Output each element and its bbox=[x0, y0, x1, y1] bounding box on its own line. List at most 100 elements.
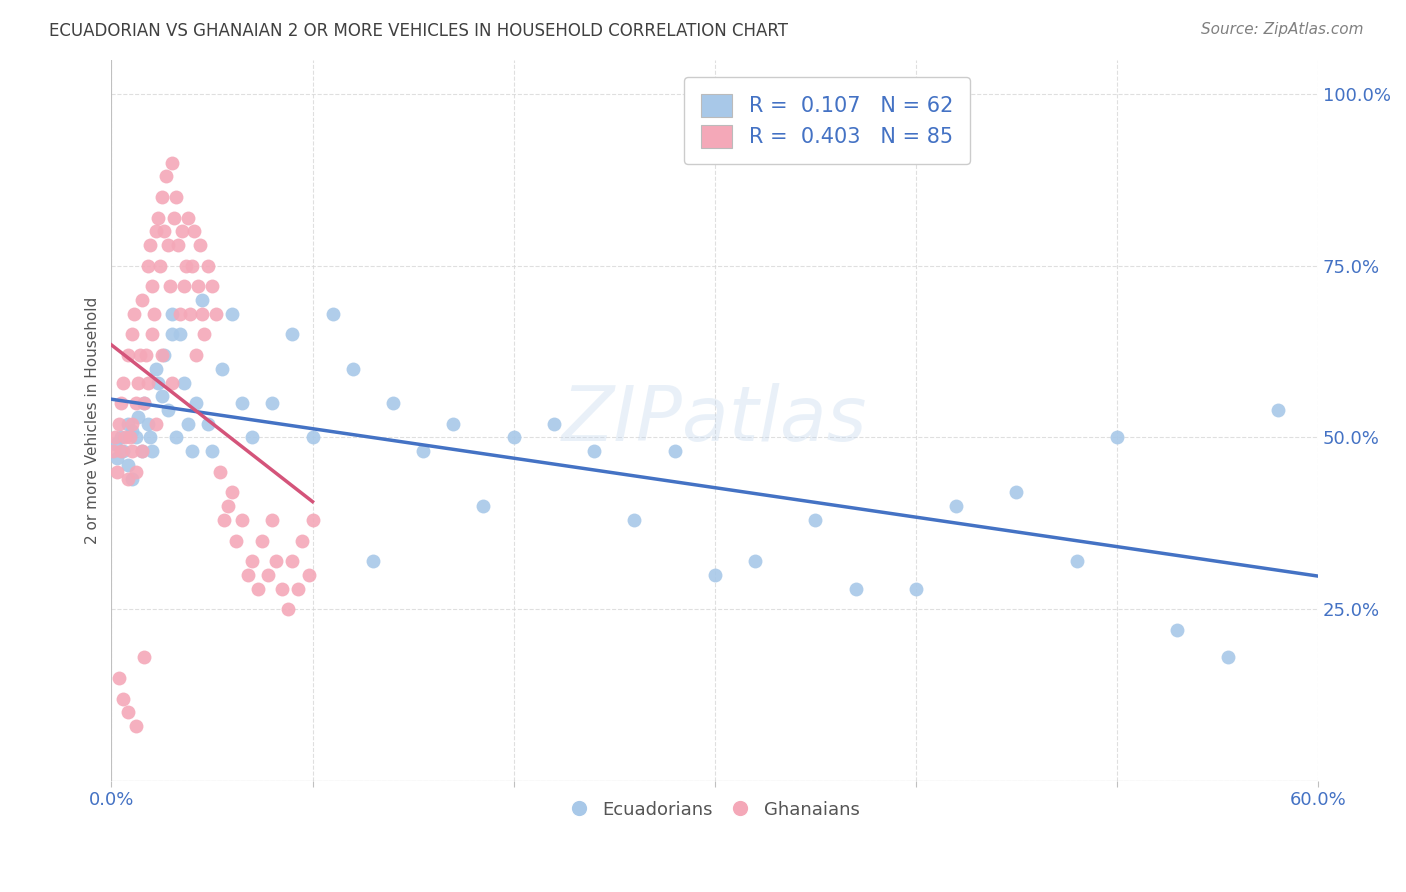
Point bbox=[904, 582, 927, 596]
Point bbox=[281, 554, 304, 568]
Point bbox=[118, 430, 141, 444]
Point bbox=[238, 567, 260, 582]
Point bbox=[145, 417, 167, 431]
Point bbox=[160, 376, 183, 390]
Point bbox=[231, 396, 253, 410]
Point bbox=[240, 430, 263, 444]
Point bbox=[201, 279, 224, 293]
Point bbox=[160, 307, 183, 321]
Point bbox=[170, 224, 193, 238]
Point bbox=[183, 224, 205, 238]
Point bbox=[703, 567, 725, 582]
Point bbox=[138, 430, 160, 444]
Text: Source: ZipAtlas.com: Source: ZipAtlas.com bbox=[1201, 22, 1364, 37]
Point bbox=[159, 279, 181, 293]
Point bbox=[108, 671, 131, 685]
Point bbox=[193, 327, 215, 342]
Point bbox=[257, 567, 280, 582]
Point bbox=[124, 430, 146, 444]
Point bbox=[150, 190, 173, 204]
Point bbox=[177, 211, 200, 225]
Point bbox=[583, 444, 606, 458]
Point bbox=[166, 238, 188, 252]
Point bbox=[191, 307, 214, 321]
Point bbox=[184, 348, 207, 362]
Point bbox=[146, 211, 169, 225]
Point bbox=[103, 444, 125, 458]
Point bbox=[112, 376, 135, 390]
Point bbox=[128, 348, 150, 362]
Point bbox=[136, 417, 159, 431]
Point bbox=[124, 396, 146, 410]
Point bbox=[110, 396, 132, 410]
Point bbox=[152, 224, 174, 238]
Text: ECUADORIAN VS GHANAIAN 2 OR MORE VEHICLES IN HOUSEHOLD CORRELATION CHART: ECUADORIAN VS GHANAIAN 2 OR MORE VEHICLE… bbox=[49, 22, 789, 40]
Point bbox=[135, 348, 157, 362]
Point bbox=[150, 389, 173, 403]
Point bbox=[225, 533, 247, 548]
Point bbox=[131, 293, 153, 307]
Point bbox=[382, 396, 405, 410]
Point bbox=[131, 444, 153, 458]
Point bbox=[117, 417, 139, 431]
Point bbox=[132, 396, 155, 410]
Point bbox=[173, 376, 195, 390]
Point bbox=[121, 327, 143, 342]
Point bbox=[252, 533, 274, 548]
Point bbox=[131, 444, 153, 458]
Point bbox=[412, 444, 434, 458]
Point bbox=[266, 554, 288, 568]
Point bbox=[149, 259, 172, 273]
Point bbox=[121, 417, 143, 431]
Point bbox=[1066, 554, 1088, 568]
Point bbox=[1216, 650, 1239, 665]
Point bbox=[197, 417, 219, 431]
Point bbox=[160, 327, 183, 342]
Point bbox=[231, 513, 253, 527]
Point bbox=[271, 582, 294, 596]
Point bbox=[104, 437, 127, 451]
Point bbox=[141, 279, 163, 293]
Point bbox=[117, 706, 139, 720]
Point bbox=[132, 396, 155, 410]
Point bbox=[127, 409, 149, 424]
Point bbox=[221, 485, 243, 500]
Point bbox=[187, 279, 209, 293]
Point bbox=[165, 430, 187, 444]
Point bbox=[121, 472, 143, 486]
Point bbox=[117, 348, 139, 362]
Point bbox=[124, 719, 146, 733]
Point bbox=[262, 513, 284, 527]
Point bbox=[174, 259, 197, 273]
Point bbox=[247, 582, 270, 596]
Point bbox=[1005, 485, 1028, 500]
Text: ZIPatlas: ZIPatlas bbox=[562, 384, 868, 458]
Point bbox=[262, 396, 284, 410]
Point bbox=[208, 465, 231, 479]
Point bbox=[110, 444, 132, 458]
Point bbox=[141, 327, 163, 342]
Point bbox=[138, 238, 160, 252]
Point bbox=[217, 499, 239, 513]
Point bbox=[152, 348, 174, 362]
Point bbox=[146, 376, 169, 390]
Point bbox=[1267, 403, 1289, 417]
Point bbox=[197, 259, 219, 273]
Point bbox=[110, 430, 132, 444]
Point bbox=[124, 465, 146, 479]
Point bbox=[163, 211, 186, 225]
Point bbox=[122, 307, 145, 321]
Point bbox=[160, 155, 183, 169]
Point bbox=[221, 307, 243, 321]
Point bbox=[180, 259, 202, 273]
Point bbox=[188, 238, 211, 252]
Point bbox=[179, 307, 201, 321]
Point bbox=[121, 444, 143, 458]
Point bbox=[441, 417, 464, 431]
Point bbox=[191, 293, 214, 307]
Point bbox=[664, 444, 686, 458]
Point bbox=[804, 513, 827, 527]
Point bbox=[112, 444, 135, 458]
Point bbox=[177, 417, 200, 431]
Point bbox=[155, 169, 177, 184]
